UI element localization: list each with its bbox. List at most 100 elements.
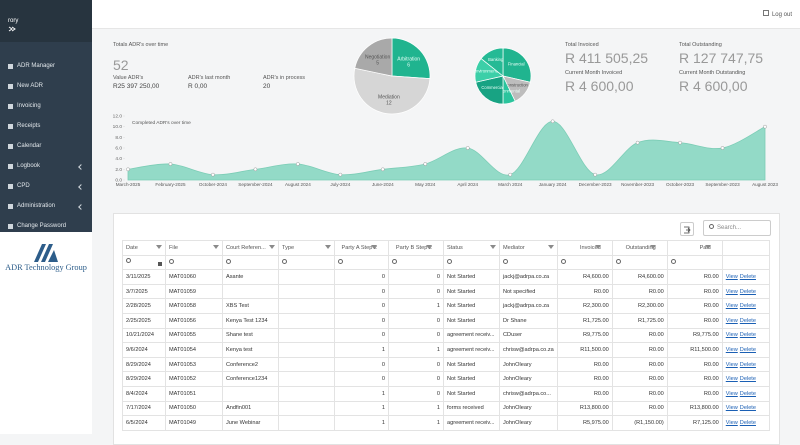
column-header[interactable]: File — [165, 240, 223, 256]
column-header[interactable]: Status — [443, 240, 500, 256]
filter-cell[interactable] — [611, 254, 668, 271]
menu-label[interactable]: ADR Manager — [17, 63, 56, 69]
cell-text: 0 — [436, 390, 440, 397]
view-link[interactable]: View — [725, 346, 738, 353]
column-header[interactable]: Type — [278, 240, 335, 256]
cell-text: 9/6/2024 — [126, 346, 148, 353]
filter-icon[interactable] — [649, 245, 656, 249]
filter-icon[interactable] — [213, 245, 219, 249]
menu-item[interactable]: Receipts — [0, 117, 92, 136]
view-link[interactable]: View — [725, 376, 738, 383]
cell: 1 — [388, 342, 444, 358]
filter-cell[interactable] — [666, 254, 723, 271]
menu-label[interactable]: Administration — [17, 203, 56, 209]
menu-item[interactable]: Calendar — [0, 137, 92, 156]
delete-link[interactable]: Delete — [739, 317, 756, 324]
filter-icon[interactable] — [371, 245, 377, 249]
filter-cell[interactable] — [556, 254, 613, 271]
logout-text[interactable]: Log out — [771, 12, 792, 18]
filter-cell[interactable] — [222, 254, 279, 271]
filter-icon[interactable] — [704, 245, 711, 249]
view-link[interactable]: View — [725, 405, 738, 412]
delete-link[interactable]: Delete — [739, 288, 756, 295]
menu-item[interactable]: ADR Manager — [0, 57, 92, 76]
cell: R9,775.00 — [556, 327, 613, 344]
y-tick-label: 0.0 — [115, 178, 122, 184]
menu-label[interactable]: Change Password — [17, 223, 67, 229]
column-title[interactable]: Date — [126, 244, 138, 251]
column-title[interactable]: Mediator — [503, 244, 525, 251]
search-box[interactable]: Search... — [703, 220, 771, 236]
menu-item[interactable]: Logbook — [0, 157, 92, 176]
delete-link[interactable]: Delete — [739, 405, 756, 412]
column-title[interactable]: Type — [282, 244, 295, 251]
filter-icon[interactable] — [426, 245, 432, 249]
cell: MAT01053 — [165, 356, 223, 373]
view-link[interactable]: View — [725, 419, 738, 426]
cell: MAT01060 — [165, 269, 223, 285]
menu-item[interactable]: Administration — [0, 197, 92, 216]
menu-label[interactable]: CPD — [17, 183, 30, 189]
delete-link[interactable]: Delete — [739, 419, 756, 426]
delete-link[interactable]: Delete — [739, 376, 756, 383]
filter-cell[interactable] — [388, 254, 444, 271]
summary-title: Totals ADR's over time — [113, 42, 169, 48]
logout[interactable]: Log out — [762, 10, 792, 18]
menu-label[interactable]: Receipts — [17, 123, 41, 129]
column-header[interactable]: Court Referen... — [222, 240, 279, 256]
filter-cell[interactable] — [165, 254, 223, 271]
column-title[interactable]: Status — [447, 244, 463, 251]
view-link[interactable]: View — [725, 361, 738, 368]
menu-item[interactable]: Invoicing — [0, 97, 92, 116]
column-header[interactable]: Date — [122, 240, 166, 256]
menu-item[interactable]: New ADR — [0, 77, 92, 96]
menu-item[interactable]: CPD — [0, 177, 92, 196]
filter-cell[interactable] — [334, 254, 389, 271]
filter-icon[interactable] — [325, 245, 331, 249]
view-link[interactable]: View — [725, 273, 738, 280]
column-title[interactable]: Court Referen... — [226, 244, 266, 251]
filter-cell[interactable] — [443, 254, 500, 271]
view-link[interactable]: View — [725, 317, 738, 324]
column-header[interactable]: Outstanding — [611, 240, 668, 256]
cell-text: 3/7/2025 — [126, 288, 148, 295]
filter-cell[interactable] — [122, 254, 166, 271]
finance-value: R 411 505,25 — [565, 50, 649, 66]
filter-icon[interactable] — [547, 245, 554, 249]
export-button[interactable] — [680, 222, 694, 236]
filter-icon[interactable] — [269, 245, 275, 249]
column-header[interactable]: Party A Step 2 — [334, 240, 389, 256]
menu-label[interactable]: New ADR — [17, 83, 44, 89]
column-header[interactable]: Paid — [666, 240, 723, 256]
menu-item[interactable]: Change Password — [0, 217, 92, 236]
x-tick-label: August 2024 — [285, 182, 311, 187]
menu-label[interactable]: Calendar — [17, 143, 42, 149]
view-link[interactable]: View — [725, 303, 738, 310]
filter-icon[interactable] — [156, 245, 162, 249]
search-placeholder[interactable]: Search... — [717, 225, 742, 231]
menu-label[interactable]: Logbook — [17, 163, 41, 169]
column-header[interactable]: Mediator — [499, 240, 558, 256]
view-link[interactable]: View — [725, 288, 738, 295]
delete-link[interactable]: Delete — [739, 332, 756, 339]
column-header[interactable]: Party B Step 2 — [388, 240, 444, 256]
delete-link[interactable]: Delete — [739, 303, 756, 310]
view-link[interactable]: View — [725, 390, 738, 397]
delete-link[interactable]: Delete — [739, 273, 756, 280]
filter-cell[interactable] — [278, 254, 335, 271]
calendar-icon[interactable] — [158, 262, 162, 267]
delete-link[interactable]: Delete — [739, 390, 756, 397]
column-title[interactable]: File — [169, 244, 179, 251]
view-link[interactable]: View — [725, 332, 738, 339]
filter-icon[interactable] — [490, 245, 496, 249]
delete-link[interactable]: Delete — [739, 361, 756, 368]
filter-icon[interactable] — [594, 245, 601, 249]
search-icon — [709, 224, 714, 229]
menu-label[interactable]: Invoicing — [17, 103, 41, 109]
filter-cell[interactable] — [499, 254, 558, 271]
cell-text: Shane test — [226, 332, 253, 339]
cell: R5,975.00 — [556, 415, 613, 431]
column-header[interactable]: Invoiced — [556, 240, 613, 256]
delete-link[interactable]: Delete — [739, 346, 756, 353]
cell: 1 — [388, 415, 444, 431]
